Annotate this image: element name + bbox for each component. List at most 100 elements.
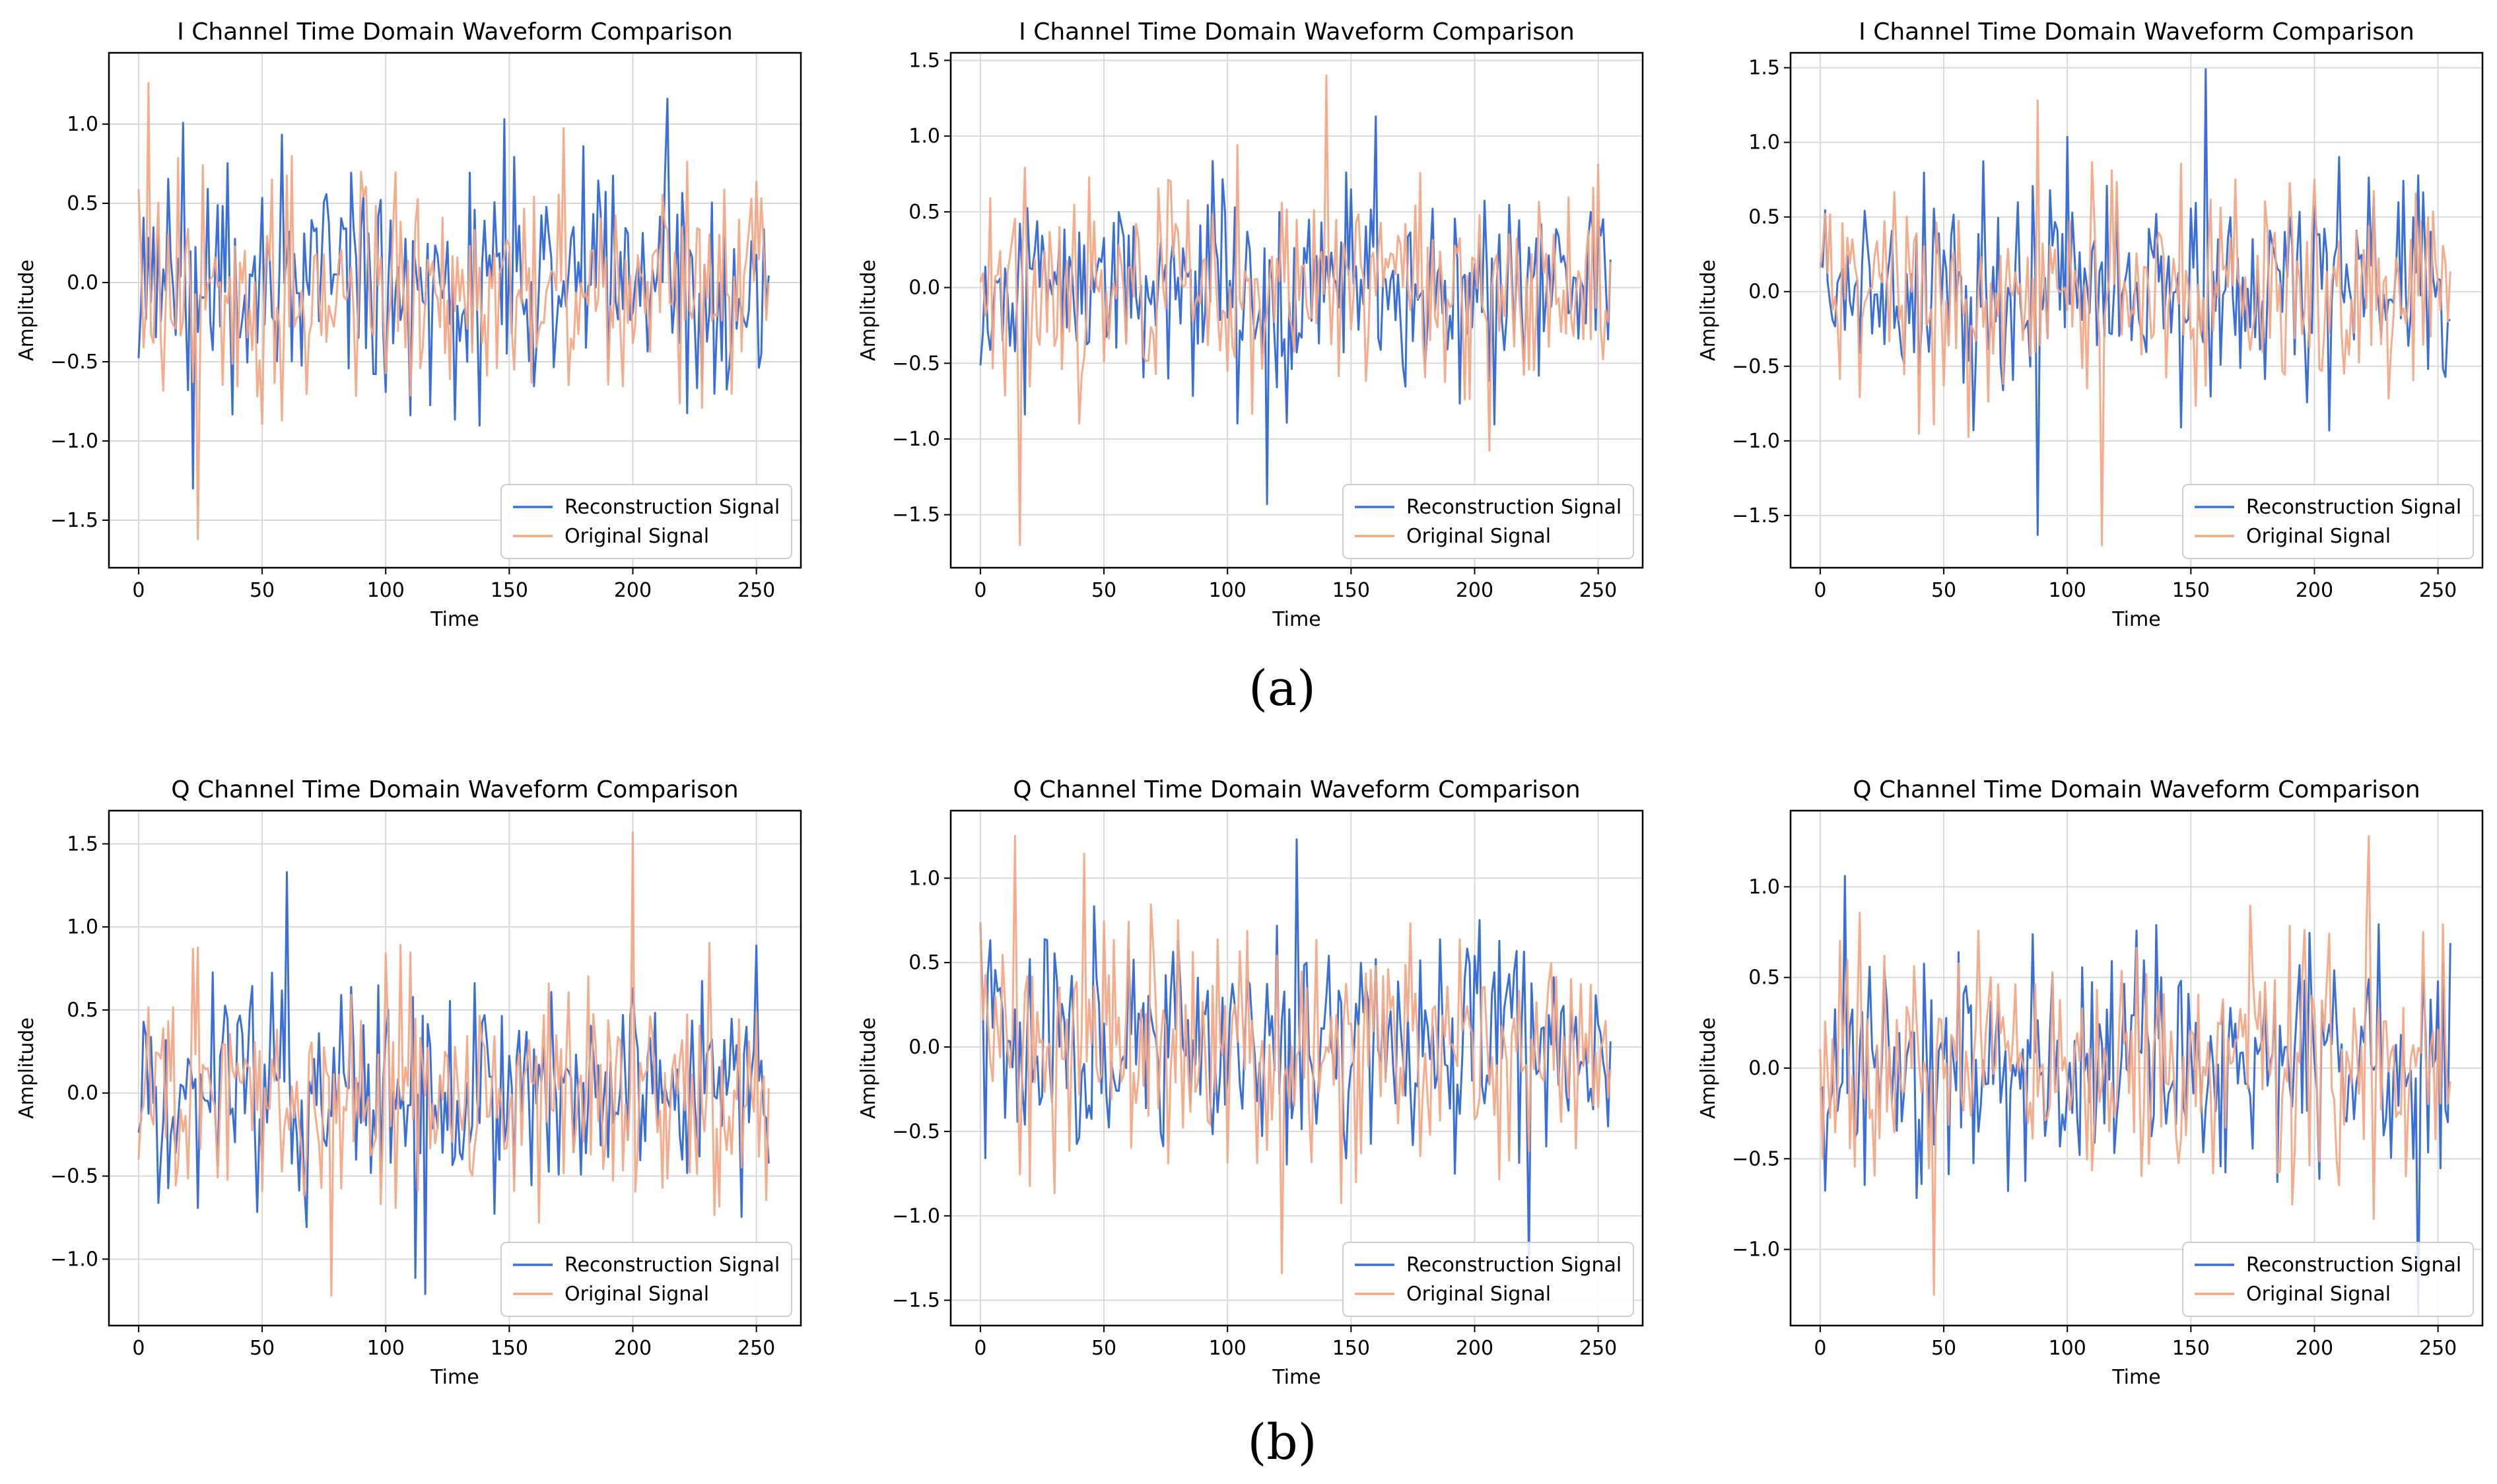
x-tick-label: 100 xyxy=(2049,579,2086,602)
y-tick-label: 0.0 xyxy=(67,1082,98,1105)
y-tick-label: −1.0 xyxy=(50,430,98,453)
x-tick-label: 150 xyxy=(2172,1337,2210,1360)
x-tick-label: 0 xyxy=(132,579,145,602)
series-line-reconstruction xyxy=(137,98,770,490)
legend-box xyxy=(500,484,792,559)
legend: Reconstruction Signal Original Signal xyxy=(500,484,792,559)
plot-frame xyxy=(108,51,802,569)
x-axis-label: Time xyxy=(1272,608,1320,631)
y-tick-label: −0.5 xyxy=(50,351,98,374)
legend-entry: Original Signal xyxy=(564,525,709,548)
chart-title: Q Channel Time Domain Waveform Compariso… xyxy=(1853,776,2420,803)
legend-box xyxy=(2182,484,2474,559)
legend-entry: Reconstruction Signal xyxy=(1406,496,1622,519)
series-line-original xyxy=(137,831,770,1297)
x-tick-label: 250 xyxy=(737,1337,775,1360)
y-tick-label: 0.0 xyxy=(908,277,940,300)
chart-title: Q Channel Time Domain Waveform Compariso… xyxy=(171,776,738,803)
y-tick-label: 0.0 xyxy=(908,1036,940,1059)
y-tick-label: −1.5 xyxy=(50,509,98,532)
y-tick-label: −0.5 xyxy=(1732,355,1780,378)
legend-entry: Original Signal xyxy=(564,1283,709,1306)
x-axis-label: Time xyxy=(1272,1366,1320,1389)
y-tick-label: 0.5 xyxy=(67,999,98,1022)
x-tick-label: 50 xyxy=(250,1337,275,1360)
x-tick-label: 200 xyxy=(614,1337,652,1360)
x-tick-label: 200 xyxy=(1456,1337,1493,1360)
x-tick-label: 100 xyxy=(367,1337,405,1360)
legend-entry: Reconstruction Signal xyxy=(2246,496,2461,519)
legend: Reconstruction Signal Original Signal xyxy=(2182,484,2474,559)
y-tick-label: −0.5 xyxy=(50,1165,98,1188)
x-tick-label: 200 xyxy=(2296,1337,2333,1360)
y-tick-label: 1.0 xyxy=(908,867,940,890)
y-tick-label: −1.0 xyxy=(1732,430,1780,453)
chart-b1: Q Channel Time Domain Waveform Compariso… xyxy=(15,776,802,1389)
y-tick-label: −0.5 xyxy=(892,352,940,375)
y-tick-label: 0.0 xyxy=(1748,281,1780,304)
x-tick-label: 0 xyxy=(132,1337,145,1360)
x-tick-label: 200 xyxy=(614,579,652,602)
y-axis-label: Amplitude xyxy=(857,259,880,361)
y-tick-label: −1.0 xyxy=(50,1248,98,1271)
legend-entry: Reconstruction Signal xyxy=(564,496,780,519)
row-label-a: (a) xyxy=(1248,660,1316,717)
series-line-reconstruction xyxy=(979,838,1612,1267)
y-tick-label: −1.5 xyxy=(892,504,940,527)
y-tick-label: 0.5 xyxy=(908,201,940,224)
legend-box xyxy=(1342,1242,1634,1317)
series-line-original xyxy=(979,74,1612,547)
legend-box xyxy=(2182,1242,2474,1317)
x-tick-label: 50 xyxy=(1931,1337,1956,1360)
plot-frame xyxy=(949,809,1644,1327)
row-label-b: (b) xyxy=(1247,1414,1317,1471)
x-tick-label: 0 xyxy=(974,579,986,602)
y-tick-label: 1.0 xyxy=(908,125,940,148)
x-tick-label: 100 xyxy=(367,579,405,602)
x-tick-label: 100 xyxy=(1209,579,1247,602)
x-tick-label: 50 xyxy=(250,579,275,602)
x-tick-label: 150 xyxy=(491,1337,528,1360)
plot-frame xyxy=(1789,809,2484,1327)
x-tick-label: 150 xyxy=(2172,579,2210,602)
x-tick-label: 200 xyxy=(1456,579,1493,602)
x-axis-label: Time xyxy=(430,1366,479,1389)
x-tick-label: 100 xyxy=(1209,1337,1247,1360)
x-tick-label: 250 xyxy=(737,579,775,602)
x-tick-label: 250 xyxy=(2419,1337,2457,1360)
legend-entry: Original Signal xyxy=(2246,525,2391,548)
legend-entry: Original Signal xyxy=(2246,1283,2391,1306)
y-tick-label: 1.0 xyxy=(1748,875,1780,898)
y-tick-label: −1.5 xyxy=(892,1289,940,1312)
legend-entry: Reconstruction Signal xyxy=(2246,1254,2461,1277)
y-axis-label: Amplitude xyxy=(15,259,38,361)
legend: Reconstruction Signal Original Signal xyxy=(1342,1242,1634,1317)
x-tick-label: 150 xyxy=(1332,1337,1370,1360)
plot-frame xyxy=(108,809,802,1327)
x-tick-label: 0 xyxy=(1814,579,1826,602)
legend: Reconstruction Signal Original Signal xyxy=(2182,1242,2474,1317)
x-tick-label: 50 xyxy=(1091,579,1116,602)
y-axis-label: Amplitude xyxy=(1697,259,1720,361)
y-tick-label: 0.0 xyxy=(1748,1057,1780,1080)
plot-frame xyxy=(1789,51,2484,569)
x-axis-label: Time xyxy=(2111,608,2160,631)
legend-box xyxy=(1342,484,1634,559)
legend-entry: Reconstruction Signal xyxy=(1406,1254,1622,1277)
y-tick-label: 0.5 xyxy=(67,192,98,215)
x-tick-label: 50 xyxy=(1091,1337,1116,1360)
y-tick-label: 1.5 xyxy=(908,49,940,72)
y-tick-label: 0.0 xyxy=(67,271,98,294)
chart-a2: I Channel Time Domain Waveform Compariso… xyxy=(857,18,1644,631)
legend-entry: Reconstruction Signal xyxy=(564,1254,780,1277)
y-tick-label: 1.5 xyxy=(67,832,98,856)
chart-a1: I Channel Time Domain Waveform Compariso… xyxy=(15,18,802,631)
y-tick-label: −1.0 xyxy=(892,428,940,451)
x-tick-label: 0 xyxy=(1814,1337,1826,1360)
plot-frame xyxy=(949,51,1644,569)
x-tick-label: 250 xyxy=(1579,1337,1617,1360)
x-tick-label: 250 xyxy=(2419,579,2457,602)
y-tick-label: 0.5 xyxy=(1748,206,1780,229)
x-tick-label: 50 xyxy=(1931,579,1956,602)
